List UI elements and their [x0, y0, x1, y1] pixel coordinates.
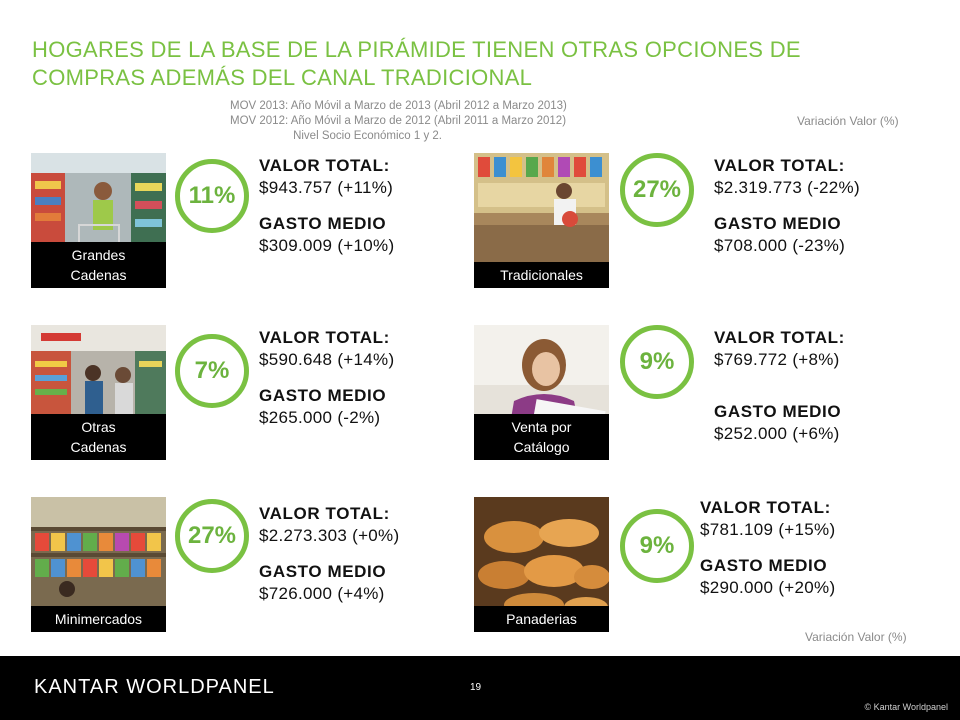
- valor-total-value: $769.772 (+8%): [714, 350, 840, 369]
- kantar-worldpanel-logo: KANTAR WORLDPANEL: [34, 676, 275, 698]
- bread-basket-photo: Panaderias: [474, 497, 609, 632]
- share-value: 27%: [632, 176, 682, 203]
- definitions-note: MOV 2013: Año Móvil a Marzo de 2013 (Abr…: [230, 99, 567, 144]
- gasto-medio-value: $290.000 (+20%): [700, 578, 836, 597]
- valor-total-value: $781.109 (+15%): [700, 520, 836, 539]
- valor-total-value: $590.648 (+14%): [259, 350, 395, 369]
- channel-stats: VALOR TOTAL: $769.772 (+8%) GASTO MEDIO …: [714, 327, 914, 445]
- note-mov-2012: MOV 2012: Año Móvil a Marzo de 2012 (Abr…: [230, 115, 567, 127]
- channel-caption: Minimercados: [31, 606, 166, 632]
- share-value: 9%: [639, 532, 675, 559]
- gasto-medio-label: GASTO MEDIO: [259, 562, 387, 581]
- note-nse: Nivel Socio Económico 1 y 2.: [293, 130, 442, 142]
- share-ring: 7%: [175, 334, 249, 408]
- valor-total-label: VALOR TOTAL:: [259, 504, 390, 523]
- footer-bar: KANTAR WORLDPANEL 19 © Kantar Worldpanel: [0, 656, 960, 720]
- share-value: 9%: [639, 348, 675, 375]
- corner-store-photo: Tradicionales: [474, 153, 609, 288]
- woman-reading-catalog-photo: Venta por Catálogo: [474, 325, 609, 460]
- share-ring: 11%: [175, 159, 249, 233]
- share-ring: 27%: [620, 153, 694, 227]
- channel-caption: Tradicionales: [474, 262, 609, 288]
- valor-total-label: VALOR TOTAL:: [714, 328, 845, 347]
- copyright-note: © Kantar Worldpanel: [864, 702, 948, 712]
- channel-stats: VALOR TOTAL: $781.109 (+15%) GASTO MEDIO…: [700, 497, 900, 599]
- channel-stats: VALOR TOTAL: $590.648 (+14%) GASTO MEDIO…: [259, 327, 459, 429]
- valor-total-label: VALOR TOTAL:: [714, 156, 845, 175]
- gasto-medio-label: GASTO MEDIO: [714, 402, 842, 421]
- valor-total-value: $943.757 (+11%): [259, 178, 394, 197]
- note-mov-2013: MOV 2013: Año Móvil a Marzo de 2013 (Abr…: [230, 100, 567, 112]
- channel-stats: VALOR TOTAL: $2.319.773 (-22%) GASTO MED…: [714, 155, 914, 257]
- valor-total-value: $2.273.303 (+0%): [259, 526, 400, 545]
- store-shoppers-photo: Otras Cadenas: [31, 325, 166, 460]
- gasto-medio-value: $252.000 (+6%): [714, 424, 840, 443]
- share-value: 11%: [188, 182, 236, 209]
- channel-caption: Grandes Cadenas: [31, 242, 166, 288]
- valor-total-label: VALOR TOTAL:: [259, 156, 390, 175]
- channel-stats: VALOR TOTAL: $2.273.303 (+0%) GASTO MEDI…: [259, 503, 459, 605]
- gasto-medio-value: $309.009 (+10%): [259, 236, 395, 255]
- gasto-medio-label: GASTO MEDIO: [714, 214, 842, 233]
- channel-caption: Venta por Catálogo: [474, 414, 609, 460]
- share-value: 27%: [187, 522, 237, 549]
- share-ring: 27%: [175, 499, 249, 573]
- gasto-medio-label: GASTO MEDIO: [259, 386, 387, 405]
- valor-total-label: VALOR TOTAL:: [259, 328, 390, 347]
- gasto-medio-label: GASTO MEDIO: [700, 556, 828, 575]
- valor-total-label: VALOR TOTAL:: [700, 498, 831, 517]
- share-value: 7%: [194, 357, 230, 384]
- gasto-medio-value: $726.000 (+4%): [259, 584, 385, 603]
- page-number: 19: [470, 682, 482, 693]
- share-ring: 9%: [620, 325, 694, 399]
- valor-total-value: $2.319.773 (-22%): [714, 178, 860, 197]
- supermarket-aisle-photo: Grandes Cadenas: [31, 153, 166, 288]
- channel-stats: VALOR TOTAL: $943.757 (+11%) GASTO MEDIO…: [259, 155, 459, 257]
- variation-label-top: Variación Valor (%): [797, 114, 899, 128]
- channel-caption: Otras Cadenas: [31, 414, 166, 460]
- variation-label-bottom: Variación Valor (%): [805, 630, 907, 644]
- gasto-medio-label: GASTO MEDIO: [259, 214, 387, 233]
- gasto-medio-value: $708.000 (-23%): [714, 236, 846, 255]
- gasto-medio-value: $265.000 (-2%): [259, 408, 381, 427]
- slide-title: HOGARES DE LA BASE DE LA PIRÁMIDE TIENEN…: [32, 37, 801, 90]
- channel-caption: Panaderias: [474, 606, 609, 632]
- share-ring: 9%: [620, 509, 694, 583]
- minimarket-shelves-photo: Minimercados: [31, 497, 166, 632]
